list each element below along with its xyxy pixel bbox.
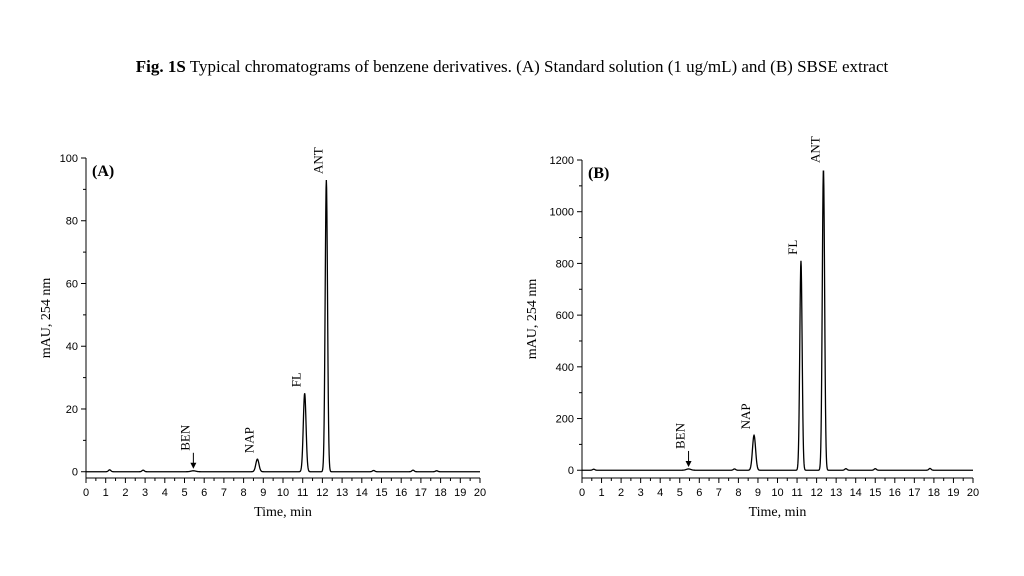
x-axis-title: Time, min: [749, 505, 807, 520]
x-tick-label: 17: [908, 487, 920, 499]
x-tick-label: 17: [415, 487, 427, 499]
x-tick-label: 2: [122, 487, 128, 499]
x-tick-label: 4: [657, 487, 663, 499]
peak-arrow-head: [685, 460, 692, 467]
peak-label-ben: BEN: [177, 424, 192, 451]
x-tick-label: 16: [395, 487, 407, 499]
chromatogram-panel-a: 0 1 2 3 4 5 6 7 8 9 10 11 12 13 14 15 16 17 18 19 2002040608…: [39, 147, 486, 520]
x-tick-label: 1: [598, 487, 604, 499]
x-tick-label: 4: [162, 487, 168, 499]
y-tick-label: 80: [66, 216, 78, 228]
x-tick-label: 11: [791, 487, 802, 499]
x-tick-label: 12: [810, 487, 822, 499]
x-tick-label: 19: [454, 487, 466, 499]
peak-arrow-head: [190, 462, 197, 469]
x-tick-label: 18: [928, 487, 940, 499]
y-tick-label: 0: [72, 467, 78, 479]
x-tick-label: 20: [967, 487, 979, 499]
peak-label-nap: NAP: [241, 427, 256, 453]
y-tick-label: 40: [66, 341, 78, 353]
x-tick-label: 8: [241, 487, 247, 499]
x-tick-label: 10: [771, 487, 783, 499]
y-tick-label: 400: [556, 362, 574, 374]
x-tick-label: 1: [103, 487, 109, 499]
y-tick-label: 100: [60, 153, 78, 165]
chromatogram-panel-b: 0 1 2 3 4 5 6 7 8 9 10 11 12 13 14 15 16 17 18 19 2002004006…: [525, 136, 979, 520]
x-tick-label: 15: [869, 487, 881, 499]
y-tick-label: 600: [556, 310, 574, 322]
panel-label: (B): [588, 165, 609, 182]
x-tick-label: 0: [83, 487, 89, 499]
x-tick-label: 15: [375, 487, 387, 499]
caption-bold: Fig. 1S: [135, 57, 186, 76]
x-tick-label: 11: [297, 487, 308, 499]
caption-text: Typical chromatograms of benzene derivat…: [185, 57, 889, 76]
x-tick-label: 6: [696, 487, 702, 499]
peak-label-ant: ANT: [310, 147, 325, 174]
x-tick-label: 13: [336, 487, 348, 499]
x-tick-label: 7: [716, 487, 722, 499]
y-tick-label: 60: [66, 278, 78, 290]
chromatogram-trace: [86, 179, 480, 473]
x-tick-label: 10: [277, 487, 289, 499]
x-tick-label: 3: [638, 487, 644, 499]
peak-label-ant: ANT: [807, 136, 822, 163]
x-tick-label: 16: [889, 487, 901, 499]
x-tick-label: 9: [260, 487, 266, 499]
peak-label-nap: NAP: [738, 403, 753, 429]
panel-label: (A): [92, 163, 114, 180]
y-tick-label: 0: [568, 465, 574, 477]
peak-label-fl: FL: [785, 240, 800, 255]
x-tick-label: 2: [618, 487, 624, 499]
x-tick-label: 20: [474, 487, 486, 499]
y-tick-label: 20: [66, 404, 78, 416]
x-tick-label: 6: [201, 487, 207, 499]
x-tick-label: 5: [677, 487, 683, 499]
y-axis-title: mAU, 254 nm: [39, 278, 54, 359]
x-axis-title: Time, min: [254, 505, 312, 520]
y-tick-label: 1000: [550, 207, 574, 219]
x-tick-label: 14: [850, 487, 862, 499]
chromatogram-trace: [582, 170, 973, 471]
x-tick-label: 9: [755, 487, 761, 499]
x-tick-label: 19: [947, 487, 959, 499]
peak-label-fl: FL: [289, 372, 304, 387]
figure-caption: Fig. 1S Typical chromatograms of benzene…: [0, 57, 1024, 77]
x-tick-label: 14: [356, 487, 368, 499]
peak-label-ben: BEN: [673, 422, 688, 449]
x-tick-label: 7: [221, 487, 227, 499]
y-tick-label: 1200: [550, 155, 574, 167]
x-tick-label: 18: [434, 487, 446, 499]
x-tick-label: 5: [181, 487, 187, 499]
x-tick-label: 3: [142, 487, 148, 499]
x-tick-label: 0: [579, 487, 585, 499]
y-tick-label: 800: [556, 258, 574, 270]
y-axis-title: mAU, 254 nm: [525, 279, 540, 360]
x-tick-label: 12: [316, 487, 328, 499]
y-tick-label: 200: [556, 414, 574, 426]
x-tick-label: 8: [735, 487, 741, 499]
x-tick-label: 13: [830, 487, 842, 499]
